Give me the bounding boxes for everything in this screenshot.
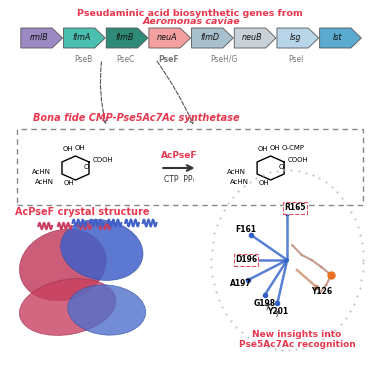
Text: O: O — [279, 164, 284, 170]
Text: OH: OH — [259, 180, 270, 186]
Text: PseI: PseI — [289, 55, 304, 64]
Text: R165: R165 — [284, 204, 306, 213]
Text: AcPseF crystal structure: AcPseF crystal structure — [15, 207, 150, 217]
Text: Y201: Y201 — [267, 306, 288, 315]
Polygon shape — [277, 28, 319, 48]
Text: Y126: Y126 — [311, 288, 332, 297]
Text: lsg: lsg — [290, 33, 301, 42]
Text: flmB: flmB — [115, 33, 134, 42]
Text: COOH: COOH — [93, 157, 113, 163]
Text: lst: lst — [333, 33, 343, 42]
Text: PseC: PseC — [116, 55, 135, 64]
Text: AcHN: AcHN — [230, 179, 249, 185]
Text: flmA: flmA — [73, 33, 91, 42]
Text: CTP  PPᵢ: CTP PPᵢ — [164, 175, 194, 184]
Text: D196: D196 — [235, 255, 257, 264]
Polygon shape — [234, 28, 276, 48]
Ellipse shape — [20, 279, 116, 336]
Text: PseF: PseF — [158, 55, 178, 64]
Text: PseH/G: PseH/G — [210, 55, 237, 64]
Text: flmD: flmD — [200, 33, 219, 42]
Polygon shape — [63, 28, 105, 48]
Polygon shape — [320, 28, 362, 48]
Ellipse shape — [20, 229, 106, 301]
Text: O-CMP: O-CMP — [282, 145, 304, 151]
Text: neuA: neuA — [157, 33, 177, 42]
Text: rmlB: rmlB — [30, 33, 48, 42]
Ellipse shape — [68, 285, 146, 335]
Text: COOH: COOH — [288, 157, 309, 163]
Text: OH: OH — [62, 146, 73, 152]
Text: Bona fide CMP-Pse5Ac7Ac synthetase: Bona fide CMP-Pse5Ac7Ac synthetase — [33, 113, 239, 123]
Polygon shape — [106, 28, 148, 48]
Text: Pseudaminic acid biosynthetic genes from: Pseudaminic acid biosynthetic genes from — [77, 9, 306, 18]
Text: AcHN: AcHN — [34, 179, 54, 185]
Text: neuB: neuB — [242, 33, 263, 42]
Text: A197: A197 — [230, 279, 251, 288]
Ellipse shape — [61, 219, 143, 280]
Text: AcHN: AcHN — [32, 169, 51, 175]
Text: Aeromonas caviae: Aeromonas caviae — [143, 16, 240, 26]
Text: O: O — [84, 164, 89, 170]
Text: New insights into
Pse5Ac7Ac recognition: New insights into Pse5Ac7Ac recognition — [238, 330, 356, 350]
Text: OH: OH — [258, 146, 268, 152]
Text: G198: G198 — [254, 298, 276, 307]
Text: AcHN: AcHN — [226, 169, 246, 175]
Polygon shape — [192, 28, 233, 48]
Text: AcPseF: AcPseF — [160, 151, 197, 160]
Text: PseB: PseB — [74, 55, 92, 64]
Text: OH: OH — [75, 145, 86, 151]
Text: OH: OH — [270, 145, 280, 151]
Text: F161: F161 — [236, 225, 257, 234]
Polygon shape — [149, 28, 190, 48]
Polygon shape — [21, 28, 63, 48]
Text: OH: OH — [64, 180, 75, 186]
